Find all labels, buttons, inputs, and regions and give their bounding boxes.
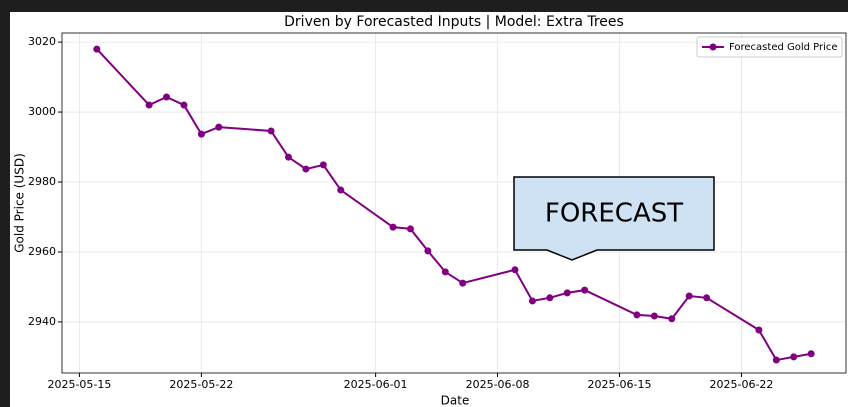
x-tick-label: 2025-05-22 <box>169 378 233 391</box>
y-tick-label: 2960 <box>28 245 56 258</box>
point <box>93 45 101 53</box>
point <box>703 294 711 302</box>
point <box>650 312 658 320</box>
point <box>302 165 310 173</box>
point <box>337 186 345 194</box>
point <box>406 225 414 233</box>
point <box>459 279 467 287</box>
point <box>424 247 432 255</box>
chart-title: Driven by Forecasted Inputs | Model: Ext… <box>284 14 624 30</box>
y-axis-label: Gold Price (USD) <box>13 153 27 253</box>
legend-marker <box>709 43 717 51</box>
point <box>511 266 519 274</box>
point <box>755 326 763 334</box>
point <box>267 127 275 135</box>
y-tick-label: 3020 <box>28 35 56 48</box>
point <box>180 101 188 109</box>
point <box>685 292 693 300</box>
legend-frame <box>696 36 843 58</box>
x-tick-label: 2025-06-08 <box>466 378 530 391</box>
point <box>389 223 397 231</box>
point <box>197 130 205 138</box>
point <box>528 297 536 305</box>
point <box>284 153 292 161</box>
figure-background <box>10 12 848 407</box>
x-tick-label: 2025-06-15 <box>588 378 652 391</box>
y-tick-label: 3000 <box>28 105 56 118</box>
point <box>807 350 815 358</box>
point <box>563 289 571 297</box>
annotation-box <box>513 176 715 261</box>
plot-frame <box>61 32 847 374</box>
point <box>772 356 780 364</box>
x-tick-label: 2025-06-01 <box>344 378 408 391</box>
point <box>319 161 327 169</box>
point <box>441 268 449 276</box>
point <box>581 286 589 294</box>
y-tick-label: 2940 <box>28 315 56 328</box>
legend-label: Forecasted Gold Price <box>729 42 838 53</box>
x-tick-label: 2025-05-15 <box>47 378 111 391</box>
point <box>668 315 676 323</box>
point <box>790 353 798 361</box>
point <box>546 294 554 302</box>
point <box>163 93 171 101</box>
annotation-text: FORECAST <box>545 199 683 229</box>
point <box>145 101 153 109</box>
point <box>215 123 223 131</box>
point <box>633 311 641 319</box>
x-tick-label: 2025-06-22 <box>709 378 773 391</box>
y-tick-label: 2980 <box>28 175 56 188</box>
x-axis-label: Date <box>441 394 470 407</box>
